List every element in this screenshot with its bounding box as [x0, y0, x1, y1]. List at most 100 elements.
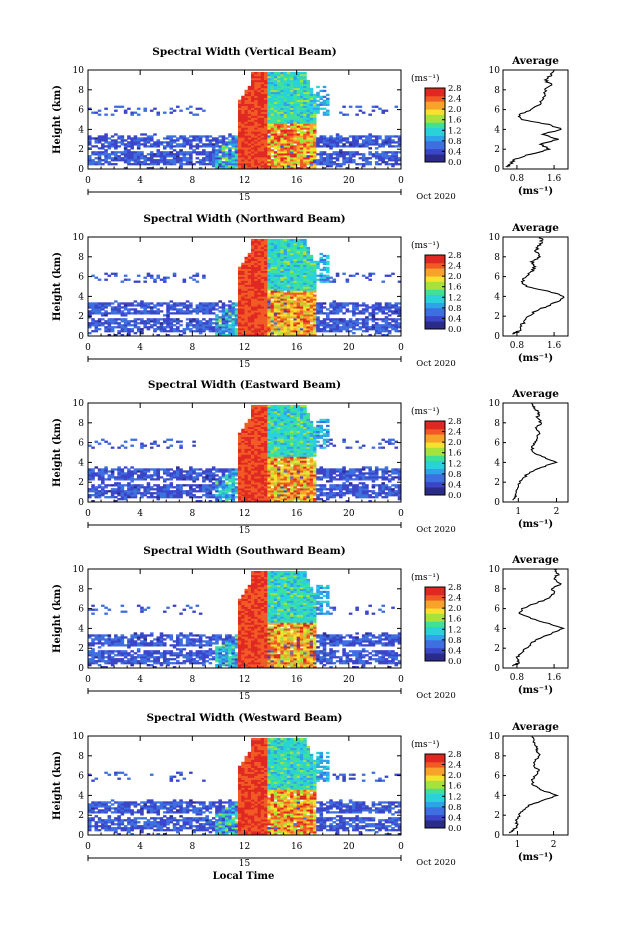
heatmap-cell — [120, 490, 125, 493]
heatmap-cell — [290, 292, 294, 295]
heatmap-cell — [286, 274, 291, 277]
heatmap-cell — [195, 153, 200, 156]
heatmap-cell — [293, 129, 297, 132]
heatmap-cell — [231, 324, 236, 327]
heatmap-cell — [277, 264, 281, 267]
heatmap-cell — [260, 137, 265, 140]
heatmap-cell — [123, 328, 128, 331]
heatmap-cell — [143, 490, 147, 493]
heatmap-cell — [244, 494, 249, 497]
heatmap-cell — [127, 107, 131, 110]
heatmap-cell — [283, 73, 288, 77]
heatmap-cell — [185, 159, 190, 162]
heatmap-cell — [156, 318, 161, 321]
heatmap-cell — [273, 157, 278, 160]
heatmap-cell — [277, 147, 281, 150]
heatmap-cell — [140, 143, 144, 146]
heatmap-cell — [303, 137, 307, 140]
heatmap-cell — [117, 308, 121, 311]
heatmap-cell — [299, 159, 304, 162]
heatmap-cell — [326, 139, 330, 142]
heatmap-cell — [91, 500, 95, 503]
heatmap-cell — [355, 302, 359, 305]
heatmap-cell — [355, 306, 359, 309]
heatmap-cell — [326, 103, 330, 106]
heatmap-cell — [290, 119, 294, 122]
heatmap-cell — [241, 268, 245, 271]
heatmap-cell — [179, 145, 183, 148]
heatmap-cell — [260, 282, 265, 285]
heatmap-cell — [280, 73, 284, 77]
heatmap-cell — [198, 324, 203, 327]
heatmap-cell — [257, 322, 262, 325]
heatmap-cell — [149, 310, 154, 313]
heatmap-cell — [179, 334, 183, 337]
heatmap-cell — [267, 131, 271, 134]
heatmap-cell — [286, 318, 291, 321]
heatmap-cell — [179, 157, 183, 160]
heatmap-cell — [260, 250, 265, 254]
heatmap-cell — [101, 306, 105, 309]
heatmap-cell — [296, 79, 301, 83]
heatmap-cell — [234, 157, 239, 160]
heatmap-cell — [378, 157, 382, 160]
heatmap-cell — [104, 484, 108, 487]
heatmap-cell — [296, 151, 301, 154]
heatmap-cell — [283, 278, 288, 281]
heatmap-cell — [117, 484, 121, 487]
heatmap-cell — [247, 310, 252, 313]
heatmap-cell — [257, 314, 262, 317]
heatmap-cell — [244, 478, 249, 481]
heatmap-cell — [97, 153, 102, 156]
heatmap-cell — [224, 157, 229, 160]
heatmap-cell — [257, 95, 262, 99]
heatmap-cell — [260, 320, 265, 323]
heatmap-cell — [257, 258, 262, 262]
heatmap-cell — [309, 328, 314, 331]
heatmap-cell — [365, 145, 369, 148]
heatmap-cell — [290, 81, 294, 85]
heatmap-cell — [280, 272, 284, 275]
heatmap-cell — [312, 314, 317, 317]
heatmap-cell — [202, 326, 206, 329]
heatmap-cell — [306, 318, 311, 321]
heatmap-cell — [127, 302, 131, 305]
heatmap-cell — [286, 298, 291, 301]
heatmap-cell — [293, 286, 297, 289]
heatmap-cell — [303, 270, 307, 273]
heatmap-cell — [114, 306, 118, 309]
heatmap-cell — [237, 330, 242, 333]
heatmap-cell — [270, 276, 275, 279]
heatmap-cell — [303, 81, 307, 85]
heatmap-cell — [260, 294, 265, 297]
heatmap-cell — [179, 308, 183, 311]
heatmap-cell — [293, 121, 297, 124]
heatmap-cell — [348, 302, 353, 305]
heatmap-cell — [309, 330, 314, 333]
heatmap-cell — [374, 143, 379, 146]
heatmap-cell — [290, 153, 294, 156]
heatmap-cell — [231, 135, 236, 138]
heatmap-cell — [309, 105, 314, 108]
date-label: Oct 2020 — [416, 192, 455, 202]
heatmap-cell — [172, 486, 177, 489]
heatmap-cell — [322, 276, 327, 279]
heatmap-cell — [101, 486, 105, 489]
heatmap-cell — [280, 316, 284, 319]
heatmap-cell — [237, 121, 242, 124]
heatmap-cell — [378, 308, 382, 311]
heatmap-cell — [104, 326, 108, 329]
heatmap-cell — [270, 302, 275, 305]
heatmap-cell — [309, 165, 314, 168]
heatmap-cell — [241, 334, 245, 337]
heatmap-cell — [221, 492, 226, 495]
heatmap-cell — [149, 496, 154, 499]
heatmap-cell — [283, 238, 288, 242]
heatmap-cell — [247, 318, 252, 321]
heatmap-cell — [309, 149, 314, 152]
heatmap-cell — [283, 300, 288, 303]
heatmap-cell — [110, 468, 115, 471]
heatmap-cell — [309, 113, 314, 116]
heatmap-cell — [241, 280, 245, 283]
